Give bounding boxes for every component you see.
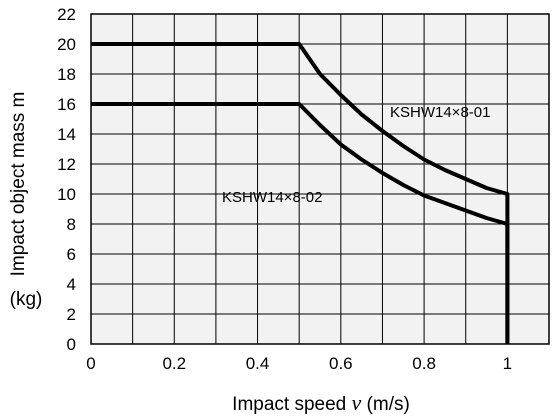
x-tick-label: 1 [503,354,512,373]
plot-frame [90,13,550,345]
x-axis-label-prefix: Impact speed [232,394,351,415]
x-tick-label: 0.2 [162,354,186,373]
y-tick-label: 12 [57,155,76,174]
series-lines [91,42,510,344]
x-tick-label: 0.6 [329,354,353,373]
y-tick-label: 18 [57,65,76,84]
series-label-kshw14x8-01: KSHW14×8-01 [390,104,490,121]
y-tick-label: 10 [57,185,76,204]
x-axis-label-variable: v [352,390,362,415]
x-tick-label: 0.4 [246,354,270,373]
y-tick-label: 16 [57,95,76,114]
y-tick-label: 20 [57,35,76,54]
y-tick-labels: 0 2 4 6 8 10 12 14 16 18 20 22 [57,5,76,354]
y-axis-label: Impact object mass m [8,92,29,277]
y-tick-label: 2 [67,305,76,324]
y-axis-unit-label: (kg) [10,289,43,310]
series-line-kshw14x8-01 [91,42,510,344]
x-axis-label: Impact speed v (m/s) [232,390,410,415]
y-tick-label: 8 [67,215,76,234]
y-tick-label: 22 [57,5,76,24]
x-tick-label: 0 [86,354,95,373]
series-label-kshw14x8-02: KSHW14×8-02 [222,189,322,206]
y-tick-label: 14 [57,125,76,144]
plot-background [91,14,549,344]
x-tick-label: 0.8 [412,354,436,373]
series-line-kshw14x8-02 [91,102,510,344]
y-tick-label: 4 [67,275,76,294]
grid-lines [90,13,550,345]
x-axis-label-suffix: (m/s) [361,394,410,415]
y-tick-label: 0 [67,335,76,354]
y-tick-label: 6 [67,245,76,264]
x-tick-labels: 0 0.2 0.4 0.6 0.8 1 [86,354,512,373]
